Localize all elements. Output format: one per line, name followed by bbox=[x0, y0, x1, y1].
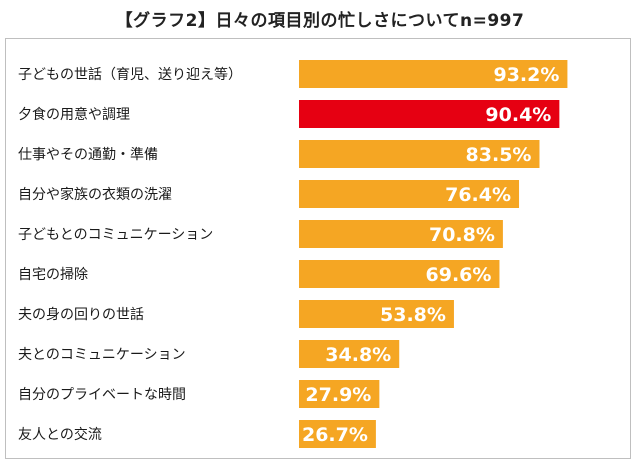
value-label: 53.8% bbox=[380, 304, 446, 326]
value-label: 90.4% bbox=[485, 104, 551, 126]
category-label: 子どもとのコミュニケーション bbox=[18, 227, 213, 243]
value-label: 27.9% bbox=[305, 384, 371, 406]
bar bbox=[299, 180, 520, 208]
category-label: 子どもの世話（育児、送り迎え等） bbox=[18, 66, 242, 83]
chart-frame bbox=[5, 38, 631, 459]
category-label: 夫の身の回りの世話 bbox=[18, 306, 144, 323]
category-label: 夫とのコミュニケーション bbox=[18, 347, 186, 363]
bar bbox=[299, 340, 400, 368]
category-label: 自分や家族の衣類の洗濯 bbox=[18, 186, 172, 203]
bar bbox=[299, 100, 560, 128]
value-label: 76.4% bbox=[445, 184, 511, 206]
bar bbox=[299, 260, 500, 288]
bar bbox=[299, 60, 568, 88]
chart-title: 【グラフ2】日々の項目別の忙しさについてn=997 bbox=[115, 11, 525, 31]
value-label: 69.6% bbox=[426, 264, 492, 286]
category-label: 友人との交流 bbox=[18, 426, 102, 443]
bar bbox=[299, 140, 540, 168]
value-label: 70.8% bbox=[429, 224, 495, 246]
category-label: 夕食の用意や調理 bbox=[18, 106, 130, 123]
value-label: 83.5% bbox=[466, 144, 532, 166]
bar bbox=[299, 380, 380, 408]
value-label: 93.2% bbox=[493, 64, 559, 86]
bar bbox=[299, 420, 376, 448]
value-label: 26.7% bbox=[302, 424, 368, 446]
bar bbox=[299, 220, 503, 248]
category-label: 仕事やその通勤・準備 bbox=[18, 147, 158, 163]
category-label: 自分のプライベートな時間 bbox=[18, 387, 186, 403]
category-label: 自宅の掃除 bbox=[18, 266, 88, 283]
bar bbox=[299, 300, 454, 328]
value-label: 34.8% bbox=[325, 344, 391, 366]
